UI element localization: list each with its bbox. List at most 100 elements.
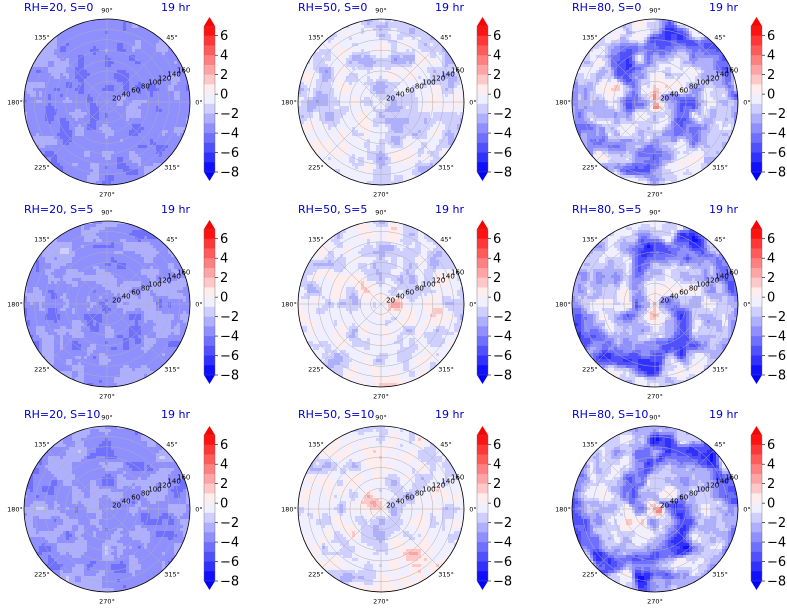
- colorbar-extend-max: [751, 17, 762, 26]
- theta-tick-label: 225°: [34, 164, 50, 172]
- polar-panel: 0°45°90°135°180°225°270°315°20 40 60 801001…: [7, 203, 239, 401]
- radial-tick-label: 60: [405, 87, 414, 95]
- radial-tick-label: 120: [706, 277, 719, 285]
- radial-tick-label: 80: [141, 285, 150, 293]
- theta-tick-label: 0°: [469, 301, 476, 309]
- colorbar-tick-label: 4: [767, 49, 775, 64]
- theta-tick-label: 135°: [34, 235, 50, 243]
- theta-tick-label: 315°: [438, 164, 454, 172]
- polar-frame: [297, 18, 465, 186]
- radial-tick-label: 40: [670, 91, 679, 99]
- colorbar-tick-label: −4: [220, 330, 239, 345]
- theta-tick-label: 45°: [714, 33, 726, 41]
- radial-tick-label: 140: [715, 478, 728, 486]
- theta-tick-label: 90°: [375, 7, 387, 15]
- polar-grid: [297, 18, 465, 186]
- theta-tick-label: 180°: [281, 506, 297, 514]
- polar-panel: 0°45°90°135°180°225°270°315°20 40 60 801001…: [555, 408, 786, 606]
- panel-title: RH=80, S=10: [572, 408, 648, 421]
- panel-title: RH=20, S=5: [24, 203, 93, 216]
- panel-title: RH=80, S=0: [572, 1, 641, 14]
- radial-tick-label: 100: [148, 486, 161, 494]
- colorbar-extend-max: [477, 426, 488, 435]
- colorbar-tick-label: −2: [493, 310, 512, 325]
- radial-tick-label: 160: [177, 269, 190, 277]
- colorbar-extend-max: [477, 17, 488, 26]
- theta-tick-label: 315°: [712, 164, 728, 172]
- radial-tick-label: 120: [158, 75, 171, 83]
- theta-tick-label: 90°: [649, 7, 661, 15]
- theta-tick-label: 45°: [714, 440, 726, 448]
- radial-tick-label: 80: [415, 490, 424, 498]
- radial-tick-label: 20: [112, 95, 121, 103]
- polar-frame: [571, 425, 739, 593]
- theta-tick-label: 135°: [582, 440, 598, 448]
- colorbar-tick-label: 4: [220, 49, 228, 64]
- colorbar-tick-label: −2: [493, 107, 512, 122]
- theta-tick-label: 315°: [438, 366, 454, 374]
- theta-tick-label: 180°: [281, 301, 297, 309]
- colorbar-tick-label: −8: [493, 166, 512, 181]
- polar-panel: 0°45°90°135°180°225°270°315°20 40 60 801001…: [555, 1, 786, 199]
- theta-tick-label: 315°: [712, 571, 728, 579]
- radial-tick-label: 20: [386, 502, 395, 510]
- colorbar: 6 4 2 0 −2 −4 −6 −8: [750, 426, 786, 590]
- theta-tick-label: 225°: [308, 366, 324, 374]
- theta-tick-label: 225°: [582, 571, 598, 579]
- colorbar-extend-max: [751, 426, 762, 435]
- radial-tick-label: 80: [689, 490, 698, 498]
- radial-tick-label: 20: [660, 95, 669, 103]
- theta-tick-label: 270°: [99, 191, 115, 199]
- polar-panel: 0°45°90°135°180°225°270°315°20 40 60 801001…: [555, 203, 786, 401]
- colorbar-tick-label: −4: [767, 330, 786, 345]
- radial-tick-label: 160: [725, 474, 738, 482]
- radial-tick-label: 140: [167, 478, 180, 486]
- radial-tick-label: 60: [131, 289, 140, 297]
- polar-frame: [297, 425, 465, 593]
- colorbar-tick-label: 4: [767, 252, 775, 267]
- colorbar-tick-label: 4: [493, 49, 501, 64]
- radial-tick-label: 60: [131, 494, 140, 502]
- theta-tick-label: 225°: [308, 164, 324, 172]
- theta-tick-label: 135°: [308, 440, 324, 448]
- polar-frame: [23, 220, 191, 388]
- panel-title: RH=50, S=5: [298, 203, 367, 216]
- colorbar-tick-label: 6: [220, 438, 228, 453]
- polar-panel: 0°45°90°135°180°225°270°315°20 40 60 801001…: [281, 203, 512, 401]
- colorbar-tick-label: 0: [220, 497, 228, 512]
- colorbar-extend-max: [204, 17, 215, 26]
- radial-tick-label: 20: [112, 297, 121, 305]
- colorbar-tick-label: 0: [767, 497, 775, 512]
- panel-title: RH=50, S=10: [298, 408, 374, 421]
- theta-tick-label: 0°: [743, 301, 750, 309]
- colorbar-extend-max: [477, 220, 488, 229]
- theta-tick-label: 135°: [308, 33, 324, 41]
- theta-tick-label: 0°: [469, 506, 476, 514]
- colorbar-tick-label: −4: [220, 127, 239, 142]
- theta-tick-label: 270°: [647, 598, 663, 606]
- theta-tick-label: 45°: [714, 235, 726, 243]
- radial-tick-label: 40: [122, 91, 131, 99]
- theta-tick-label: 0°: [195, 99, 202, 107]
- theta-tick-label: 180°: [7, 99, 23, 107]
- colorbar: 6 4 2 0 −2 −4 −6 −8: [476, 17, 512, 181]
- colorbar-tick-label: 6: [767, 29, 775, 44]
- time-label: 19 hr: [161, 203, 190, 216]
- colorbar-extend-min: [751, 581, 762, 590]
- colorbar-tick-label: 6: [220, 232, 228, 247]
- colorbar-tick-label: −2: [220, 310, 239, 325]
- colorbar-tick-label: −8: [767, 575, 786, 590]
- radial-tick-label: 60: [131, 87, 140, 95]
- theta-tick-label: 315°: [438, 571, 454, 579]
- radial-tick-label: 40: [396, 293, 405, 301]
- colorbar-extend-min: [204, 172, 215, 181]
- theta-tick-label: 135°: [582, 235, 598, 243]
- colorbar-tick-label: −6: [220, 349, 239, 364]
- colorbar-tick-label: −2: [767, 310, 786, 325]
- radial-tick-label: 60: [405, 494, 414, 502]
- colorbar-tick-label: 4: [493, 252, 501, 267]
- colorbar-tick-label: 6: [767, 232, 775, 247]
- theta-tick-label: 315°: [164, 571, 180, 579]
- theta-tick-label: 180°: [555, 99, 571, 107]
- radial-tick-label: 160: [451, 474, 464, 482]
